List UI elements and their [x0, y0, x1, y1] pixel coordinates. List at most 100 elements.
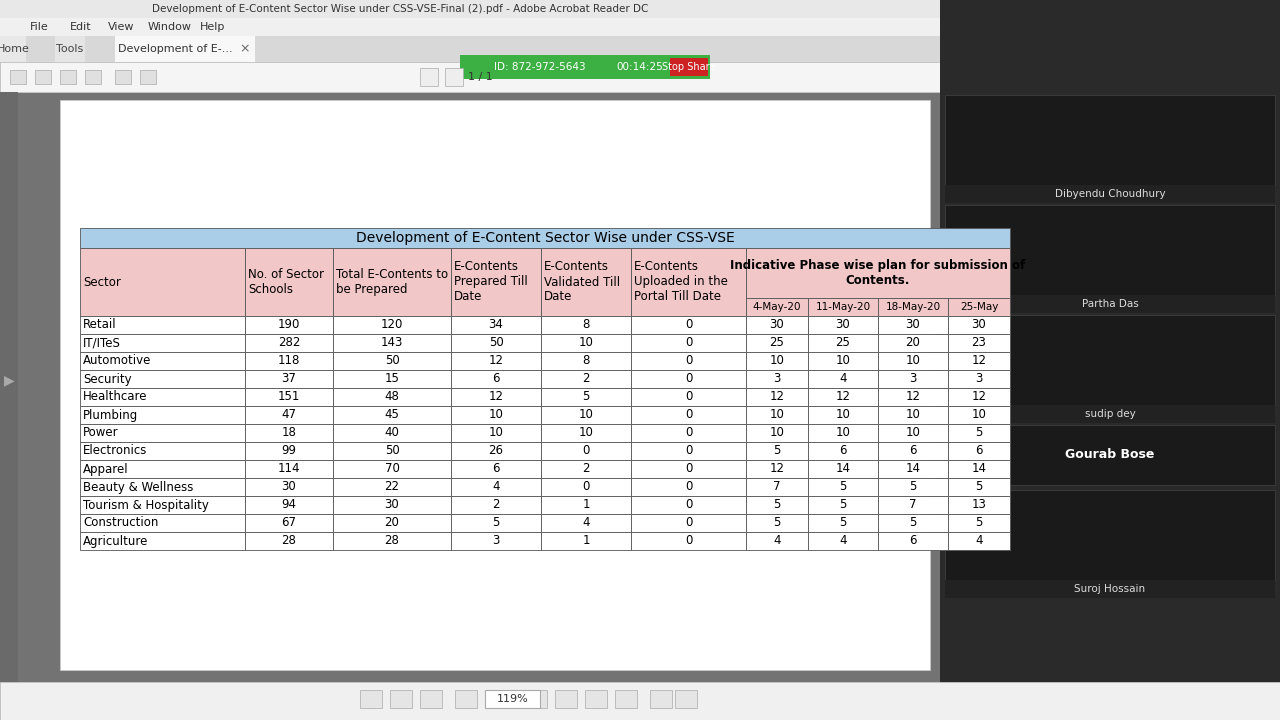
Bar: [650, 690, 672, 708]
Bar: [948, 370, 1010, 388]
Bar: [451, 460, 541, 478]
Bar: [541, 248, 631, 316]
Text: 5: 5: [840, 498, 846, 511]
Bar: [79, 460, 244, 478]
Bar: [948, 460, 1010, 478]
Bar: [948, 316, 1010, 334]
Bar: [878, 370, 948, 388]
Bar: [451, 248, 541, 316]
Bar: [808, 406, 878, 424]
Bar: [1190, 0, 1280, 18]
Text: Beauty & Wellness: Beauty & Wellness: [83, 480, 193, 493]
Bar: [79, 406, 244, 424]
Bar: [541, 370, 631, 388]
Text: 5: 5: [773, 444, 781, 457]
Text: 18: 18: [282, 426, 297, 439]
Bar: [244, 424, 333, 442]
Bar: [244, 316, 333, 334]
Bar: [79, 370, 244, 388]
Text: Apparel: Apparel: [83, 462, 128, 475]
Bar: [631, 496, 746, 514]
Text: 5: 5: [909, 480, 916, 493]
Text: Gourab Bose: Gourab Bose: [1065, 449, 1155, 462]
Text: 10: 10: [579, 336, 594, 349]
Text: 45: 45: [384, 408, 399, 421]
Bar: [0, 18, 1280, 36]
Bar: [808, 496, 878, 514]
Bar: [878, 316, 948, 334]
Bar: [333, 406, 451, 424]
Text: 4-May-20: 4-May-20: [753, 302, 801, 312]
Text: 15: 15: [384, 372, 399, 385]
Text: Sector: Sector: [83, 276, 120, 289]
Bar: [244, 460, 333, 478]
Text: View: View: [108, 22, 134, 32]
Text: 14: 14: [972, 462, 987, 475]
Text: 143: 143: [381, 336, 403, 349]
Bar: [948, 514, 1010, 532]
Bar: [244, 478, 333, 496]
Bar: [878, 352, 948, 370]
Bar: [541, 424, 631, 442]
Bar: [485, 690, 540, 708]
Bar: [945, 185, 1275, 203]
Text: 25: 25: [769, 336, 785, 349]
Text: E-Contents
Prepared Till
Date: E-Contents Prepared Till Date: [454, 261, 527, 304]
Text: Development of E-Content Sector Wise under CSS-VSE: Development of E-Content Sector Wise und…: [356, 231, 735, 245]
Bar: [945, 315, 1275, 405]
Text: 0: 0: [685, 372, 692, 385]
Bar: [746, 248, 1010, 298]
Bar: [420, 690, 442, 708]
Bar: [631, 406, 746, 424]
Bar: [746, 298, 808, 316]
Text: 37: 37: [282, 372, 297, 385]
Text: Agriculture: Agriculture: [83, 534, 148, 547]
Text: Help: Help: [200, 22, 225, 32]
Text: 10: 10: [905, 426, 920, 439]
Text: 7: 7: [909, 498, 916, 511]
Text: Partha Das: Partha Das: [1082, 299, 1138, 309]
Text: 1: 1: [582, 534, 590, 547]
Text: 3: 3: [773, 372, 781, 385]
Text: File: File: [29, 22, 49, 32]
Bar: [948, 406, 1010, 424]
Bar: [808, 424, 878, 442]
Bar: [878, 496, 948, 514]
Text: 34: 34: [489, 318, 503, 331]
Bar: [541, 388, 631, 406]
Bar: [451, 370, 541, 388]
Text: 5: 5: [975, 516, 983, 529]
Text: 6: 6: [975, 444, 983, 457]
Bar: [1020, 40, 1092, 58]
Text: 8: 8: [582, 318, 590, 331]
Text: 23: 23: [972, 336, 987, 349]
Text: 5: 5: [840, 516, 846, 529]
Bar: [541, 406, 631, 424]
Text: 0: 0: [582, 444, 590, 457]
Bar: [746, 532, 808, 550]
Text: 99: 99: [282, 444, 297, 457]
Text: 282: 282: [278, 336, 301, 349]
Bar: [60, 100, 931, 670]
Bar: [244, 406, 333, 424]
Bar: [808, 532, 878, 550]
Bar: [244, 388, 333, 406]
Bar: [0, 682, 1280, 720]
Bar: [948, 334, 1010, 352]
Text: 4: 4: [773, 534, 781, 547]
Text: IT/ITeS: IT/ITeS: [83, 336, 120, 349]
Bar: [808, 316, 878, 334]
Bar: [746, 370, 808, 388]
Bar: [333, 460, 451, 478]
Text: 1: 1: [582, 498, 590, 511]
Bar: [244, 248, 333, 316]
Text: 0: 0: [685, 390, 692, 403]
Bar: [808, 460, 878, 478]
Text: Electronics: Electronics: [83, 444, 147, 457]
Bar: [878, 532, 948, 550]
Text: 120: 120: [381, 318, 403, 331]
Text: 30: 30: [836, 318, 850, 331]
Text: ID: 872-972-5643: ID: 872-972-5643: [494, 62, 586, 72]
Bar: [945, 580, 1275, 598]
Bar: [244, 496, 333, 514]
